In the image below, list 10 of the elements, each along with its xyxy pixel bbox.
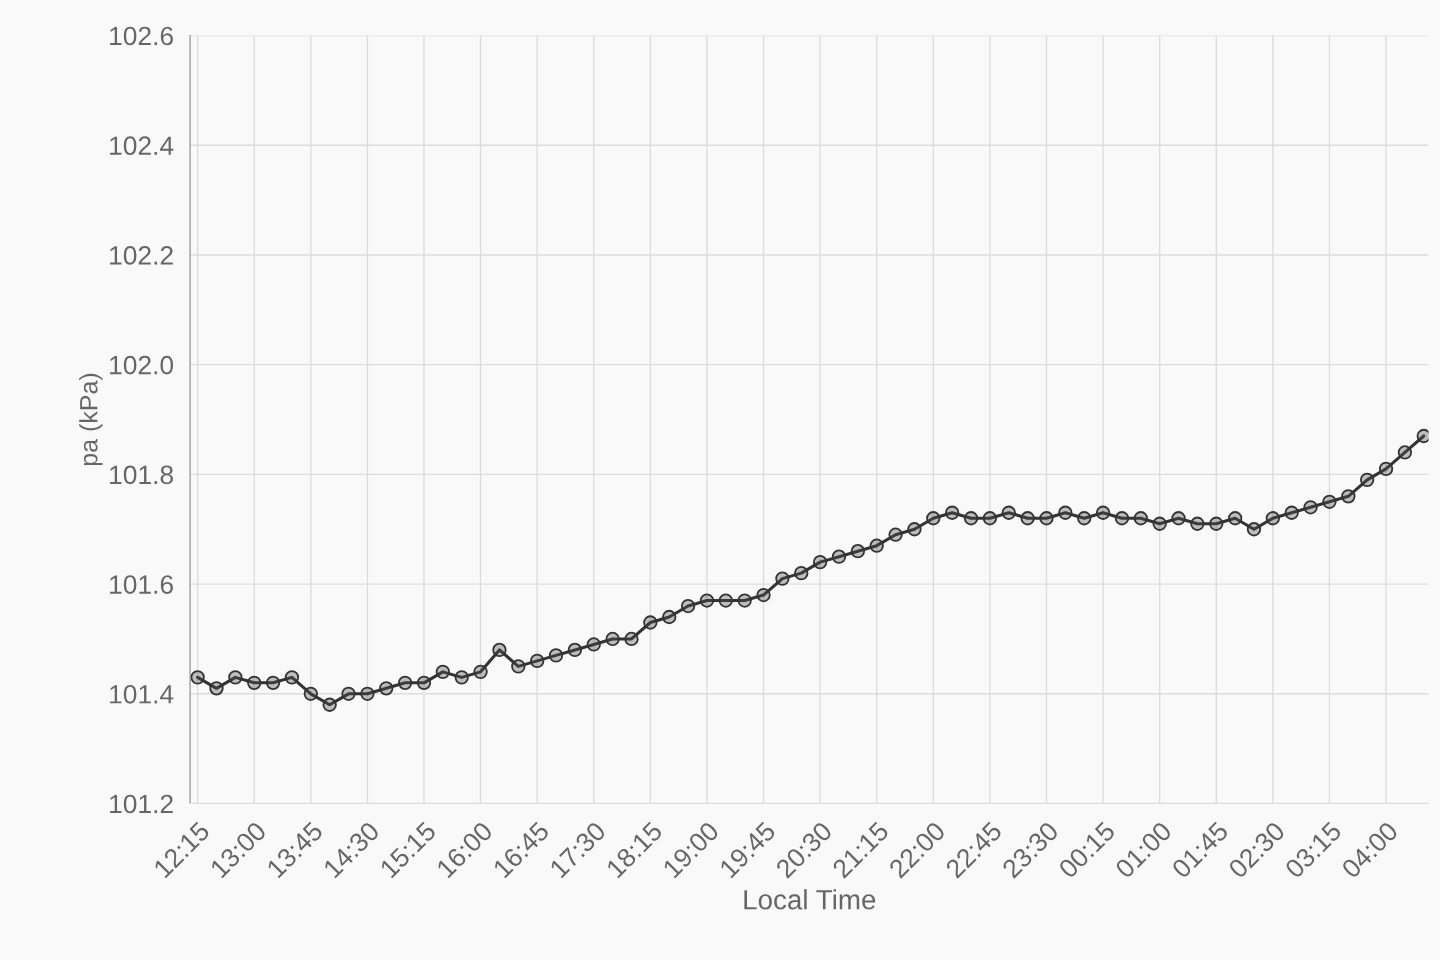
y-tick-label: 102.2: [110, 246, 173, 265]
y-tick-label: 101.4: [110, 684, 174, 704]
y-tick-label: 102.0: [110, 355, 174, 375]
y-tick-label: 101.6: [110, 575, 173, 594]
y-tick-label: 101.8: [110, 465, 173, 485]
y-axis-title: pa (kPa): [79, 373, 103, 466]
x-axis-title: Local Time: [744, 889, 876, 910]
y-tick-label: 102.6: [110, 26, 173, 46]
y-tick-label: 101.2: [110, 794, 173, 814]
y-tick-label: 102.4: [110, 136, 174, 156]
